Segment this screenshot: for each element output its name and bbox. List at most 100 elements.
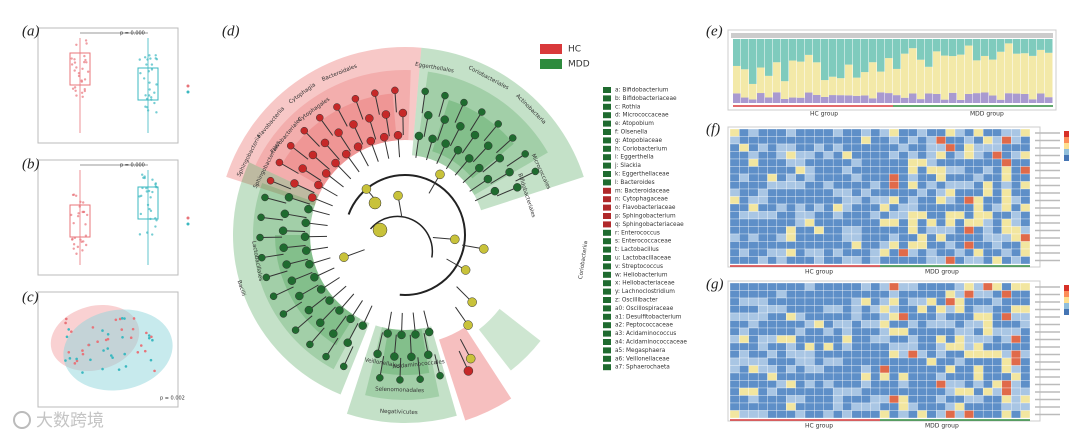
heat-cell [776, 290, 787, 299]
heat-cell [926, 395, 937, 404]
heat-cell [945, 248, 956, 257]
node [257, 213, 265, 222]
node [278, 226, 288, 235]
node [478, 108, 486, 116]
node [291, 326, 300, 334]
key-label: q: Sphingobacteriaceae [615, 222, 684, 228]
heat-cell [964, 248, 974, 257]
point [67, 351, 71, 354]
point [81, 371, 84, 374]
node [379, 132, 389, 142]
heat-cell [945, 380, 956, 389]
heat-cell [776, 395, 787, 404]
heat-cell [842, 241, 853, 250]
heat-cell [898, 256, 909, 265]
color-bar [1064, 303, 1069, 309]
heat-cell [842, 188, 853, 197]
heat-cell [748, 143, 759, 152]
heat-cell [936, 151, 946, 160]
heat-cell [964, 226, 974, 235]
heat-cell [907, 158, 918, 167]
clade-wedge [255, 70, 411, 195]
heat-cell [964, 357, 974, 366]
heat-cell [786, 188, 796, 197]
heat-cell [748, 203, 759, 212]
heat-cell [776, 166, 787, 175]
heat-cell [786, 143, 796, 152]
heat-cell [945, 173, 956, 182]
key-swatch [603, 95, 611, 102]
heat-cell [992, 357, 1003, 366]
heat-cell [907, 320, 918, 329]
bar-segment [957, 99, 965, 103]
node [305, 259, 314, 269]
heat-cell [889, 211, 899, 220]
node [531, 167, 540, 176]
point [81, 95, 84, 98]
heat-cell [870, 312, 881, 321]
heat-cell [823, 203, 834, 212]
heat-cell [729, 327, 740, 336]
point [71, 193, 75, 197]
heat-cell [926, 136, 937, 145]
group-label: HC group [805, 423, 833, 430]
heat-cell [757, 248, 768, 257]
heat-cell [982, 218, 993, 227]
bar-segment [1037, 49, 1045, 94]
heat-cell [870, 143, 881, 152]
heat-cell [1020, 312, 1031, 321]
point [145, 190, 149, 193]
node [339, 362, 348, 371]
heat-cell [748, 410, 759, 419]
heat-cell [879, 290, 890, 299]
point [143, 56, 147, 59]
heat-cell [992, 402, 1003, 411]
heat-cell [1020, 166, 1031, 175]
heat-cell [954, 196, 965, 205]
heat-cell [945, 342, 956, 351]
point [147, 94, 151, 97]
heat-cell [1020, 335, 1031, 344]
legend-swatch [540, 59, 562, 69]
heat-cell [729, 357, 740, 366]
heat-cell [748, 128, 759, 137]
heat-cell [786, 350, 796, 359]
heat-cell [954, 387, 965, 396]
heat-cell [889, 173, 899, 182]
heat-cell [936, 282, 946, 291]
heat-cell [964, 218, 974, 227]
heat-cell [776, 233, 787, 242]
heat-cell [804, 380, 815, 389]
bar-segment [861, 39, 869, 73]
heat-cell [786, 226, 796, 235]
bar-segment [885, 93, 893, 103]
point [64, 321, 67, 325]
heat-cell [907, 312, 918, 321]
point [154, 54, 157, 57]
heat-cell [917, 297, 928, 306]
heat-cell [767, 143, 778, 152]
bar-segment [1005, 43, 1013, 94]
bar-segment [781, 39, 789, 82]
heat-cell [889, 342, 899, 351]
node [301, 218, 310, 228]
point [65, 335, 69, 339]
heat-cell [757, 256, 768, 265]
node [398, 108, 408, 118]
heat-cell [1001, 166, 1012, 175]
heat-cell [795, 365, 806, 374]
heat-cell [851, 233, 862, 242]
heat-cell [1001, 387, 1012, 396]
heat-cell [842, 166, 853, 175]
bar-segment [789, 60, 797, 98]
heat-cell [982, 248, 993, 257]
heat-cell [757, 143, 768, 152]
heat-cell [898, 233, 909, 242]
node [262, 273, 271, 282]
heat-cell [851, 387, 862, 396]
bar-segment [781, 81, 789, 99]
point [73, 58, 76, 61]
key-label: m: Bacteroidaceae [615, 188, 670, 194]
heat-cell [964, 320, 974, 329]
heat-cell [889, 410, 899, 419]
